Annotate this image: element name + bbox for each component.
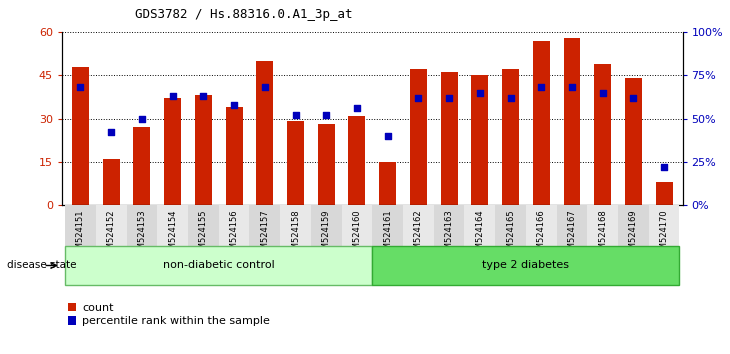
Bar — [188, 205, 219, 283]
Bar — [625, 78, 642, 205]
Text: GSM524169: GSM524169 — [629, 209, 638, 260]
Bar — [472, 75, 488, 205]
Point — [474, 90, 485, 96]
Text: GSM524160: GSM524160 — [353, 209, 361, 260]
Bar — [495, 205, 526, 283]
Bar — [410, 69, 427, 205]
Bar — [502, 69, 519, 205]
Text: disease state: disease state — [7, 261, 77, 270]
Bar — [126, 205, 157, 283]
Bar — [96, 205, 126, 283]
Bar — [656, 182, 672, 205]
Bar — [441, 72, 458, 205]
Bar — [434, 205, 464, 283]
Bar — [564, 38, 580, 205]
Bar — [311, 205, 342, 283]
Bar — [342, 205, 372, 283]
Bar — [250, 205, 280, 283]
Legend: count, percentile rank within the sample: count, percentile rank within the sample — [68, 303, 270, 326]
Bar — [372, 205, 403, 283]
Point — [504, 95, 516, 101]
Text: GSM524153: GSM524153 — [137, 209, 147, 260]
Point — [658, 164, 670, 170]
Bar — [226, 107, 242, 205]
Text: GSM524159: GSM524159 — [322, 209, 331, 260]
Text: type 2 diabetes: type 2 diabetes — [483, 261, 569, 270]
Point — [136, 116, 147, 121]
Point — [566, 85, 578, 90]
Point — [259, 85, 271, 90]
Bar — [157, 205, 188, 283]
Text: GSM524155: GSM524155 — [199, 209, 208, 260]
Point — [443, 95, 455, 101]
Bar — [164, 98, 181, 205]
Bar — [134, 127, 150, 205]
Point — [597, 90, 609, 96]
Point — [320, 112, 332, 118]
Text: GSM524163: GSM524163 — [445, 209, 453, 260]
Text: GSM524154: GSM524154 — [168, 209, 177, 260]
Bar — [256, 61, 273, 205]
Point — [535, 85, 547, 90]
Bar — [588, 205, 618, 283]
Text: GSM524166: GSM524166 — [537, 209, 546, 260]
Bar — [103, 159, 120, 205]
Point — [74, 85, 86, 90]
Point — [105, 130, 117, 135]
Bar — [556, 205, 588, 283]
Bar — [280, 205, 311, 283]
Text: GSM524161: GSM524161 — [383, 209, 392, 260]
Text: GDS3782 / Hs.88316.0.A1_3p_at: GDS3782 / Hs.88316.0.A1_3p_at — [135, 8, 353, 21]
Bar — [287, 121, 304, 205]
Bar — [318, 124, 334, 205]
Point — [351, 105, 363, 111]
Point — [412, 95, 424, 101]
FancyBboxPatch shape — [65, 246, 372, 285]
Point — [628, 95, 639, 101]
Text: GSM524162: GSM524162 — [414, 209, 423, 260]
Point — [290, 112, 301, 118]
Text: GSM524165: GSM524165 — [506, 209, 515, 260]
Bar — [65, 205, 96, 283]
FancyBboxPatch shape — [372, 246, 680, 285]
Text: GSM524151: GSM524151 — [76, 209, 85, 260]
Text: GSM524168: GSM524168 — [598, 209, 607, 260]
Bar — [526, 205, 556, 283]
Point — [228, 102, 240, 108]
Bar — [72, 67, 89, 205]
Point — [198, 93, 210, 99]
Text: GSM524170: GSM524170 — [660, 209, 669, 260]
Point — [166, 93, 178, 99]
Bar — [533, 41, 550, 205]
Bar — [649, 205, 680, 283]
Text: GSM524167: GSM524167 — [567, 209, 577, 260]
Bar — [348, 116, 366, 205]
Bar — [219, 205, 250, 283]
Bar — [594, 64, 611, 205]
Text: GSM524156: GSM524156 — [229, 209, 239, 260]
Text: GSM524164: GSM524164 — [475, 209, 484, 260]
Text: non-diabetic control: non-diabetic control — [163, 261, 274, 270]
Text: GSM524158: GSM524158 — [291, 209, 300, 260]
Bar — [379, 162, 396, 205]
Text: GSM524157: GSM524157 — [261, 209, 269, 260]
Bar — [618, 205, 649, 283]
Text: GSM524152: GSM524152 — [107, 209, 115, 260]
Point — [382, 133, 393, 139]
Bar — [403, 205, 434, 283]
Bar — [464, 205, 495, 283]
Bar — [195, 96, 212, 205]
